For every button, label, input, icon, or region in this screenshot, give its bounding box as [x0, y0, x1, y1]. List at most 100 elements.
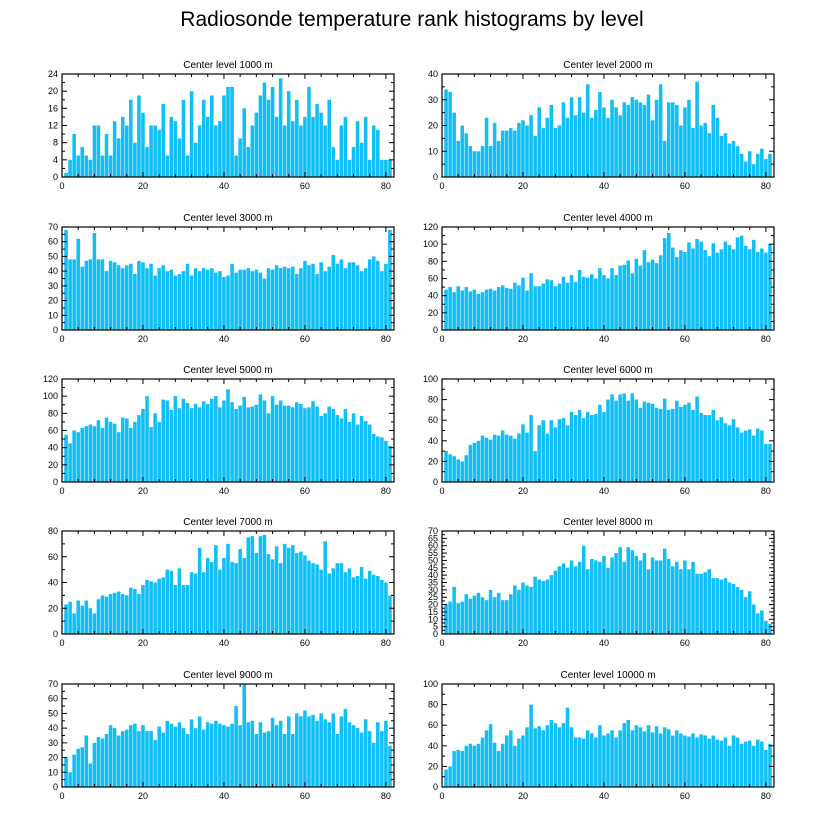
bar	[610, 557, 614, 634]
bar	[384, 582, 388, 634]
bar	[307, 407, 311, 482]
bar	[214, 272, 218, 330]
bar	[577, 409, 582, 482]
bar	[104, 417, 109, 483]
bar	[145, 146, 149, 177]
bar	[133, 723, 137, 787]
bar	[610, 730, 614, 787]
bar	[756, 613, 760, 634]
bar	[456, 749, 460, 787]
bar	[238, 138, 242, 178]
bar	[484, 289, 489, 330]
bar	[169, 723, 174, 787]
bar	[646, 402, 651, 482]
bar	[707, 256, 711, 330]
bars	[64, 684, 392, 787]
bar	[120, 594, 125, 634]
y-tick-label: 20	[48, 753, 58, 763]
bar	[476, 743, 481, 787]
bar	[278, 720, 283, 787]
bar	[743, 430, 748, 482]
bar	[585, 730, 590, 787]
y-tick-label: 20	[428, 308, 438, 318]
y-tick-label: 80	[428, 395, 438, 405]
bar	[675, 561, 679, 634]
bar	[460, 290, 465, 330]
bar	[222, 277, 226, 330]
y-tick-label: 10	[428, 614, 438, 624]
bar	[723, 737, 728, 787]
x-axis: 0 20 40 60 80	[59, 74, 391, 191]
bar	[565, 567, 570, 634]
x-tick-label: 60	[680, 486, 690, 496]
bar	[96, 259, 101, 330]
bar	[169, 409, 174, 482]
x-tick-label: 0	[439, 334, 444, 344]
bar	[197, 716, 202, 787]
bar	[715, 420, 720, 482]
bar	[315, 274, 319, 330]
bar	[565, 425, 570, 482]
bar	[768, 153, 772, 177]
bar	[666, 233, 671, 330]
bar	[169, 570, 174, 634]
bar	[687, 242, 691, 330]
bar	[295, 274, 299, 330]
x-axis: 0 20 40 60 80	[439, 531, 771, 648]
x-tick-label: 80	[381, 791, 391, 801]
bar	[703, 572, 707, 634]
bar	[291, 545, 295, 634]
bar	[723, 578, 728, 634]
bar	[181, 99, 186, 177]
bar	[695, 239, 699, 330]
bar	[319, 262, 323, 330]
bar	[719, 135, 724, 177]
bar	[760, 148, 764, 177]
bar	[545, 579, 550, 634]
bar	[723, 241, 728, 330]
x-tick-label: 20	[138, 791, 148, 801]
x-tick-label: 0	[59, 334, 64, 344]
bar	[517, 122, 521, 177]
bar	[492, 597, 497, 634]
bar	[169, 116, 174, 177]
y-axis: 0 20 40 60 80 100	[423, 374, 774, 487]
bar	[274, 546, 279, 634]
bar	[569, 97, 574, 177]
bar	[331, 713, 336, 787]
bar	[517, 285, 521, 330]
bar	[537, 107, 541, 177]
bar	[557, 727, 562, 787]
bar	[731, 249, 736, 330]
bar	[735, 427, 740, 482]
bar	[116, 432, 121, 482]
bar	[234, 409, 238, 482]
bars	[64, 229, 392, 330]
y-axis: 0 4 8 12 16 20 24	[48, 69, 394, 182]
bar	[444, 451, 448, 482]
bar	[606, 733, 610, 787]
bar	[760, 430, 764, 482]
bar	[104, 596, 109, 634]
bar	[764, 749, 768, 787]
bar	[96, 599, 101, 634]
bar	[509, 594, 513, 634]
bar	[662, 398, 667, 482]
bar	[452, 112, 456, 178]
bar	[650, 732, 655, 787]
bar	[731, 735, 736, 787]
bar	[270, 269, 275, 330]
bar	[270, 717, 275, 787]
bar	[590, 117, 594, 177]
bar	[768, 244, 772, 330]
bars	[444, 545, 772, 634]
bar	[185, 585, 190, 634]
bar	[185, 734, 190, 787]
panel-title: Center level 6000 m	[563, 365, 653, 376]
bar	[646, 94, 651, 177]
bar	[120, 731, 125, 787]
bar	[76, 432, 80, 482]
bar	[654, 560, 659, 634]
bar	[711, 578, 716, 634]
